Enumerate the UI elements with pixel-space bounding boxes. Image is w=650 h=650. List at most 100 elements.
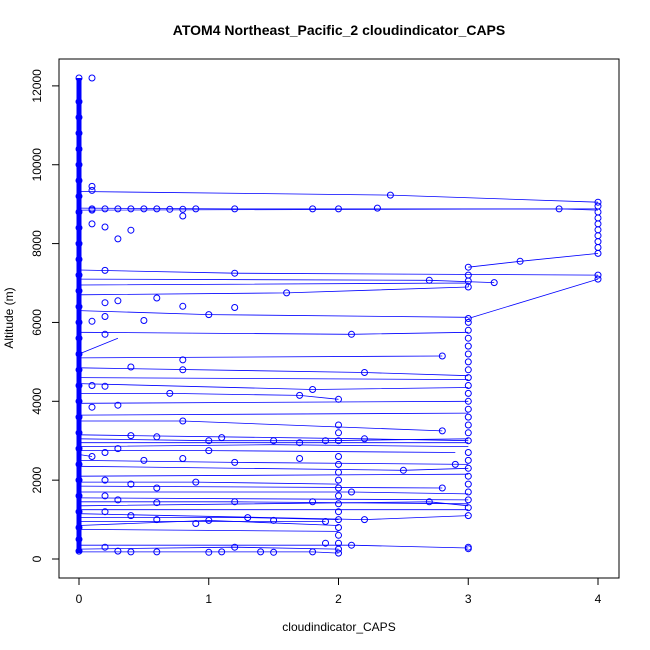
data-point (464, 504, 472, 512)
data-point (335, 492, 342, 500)
data-point (75, 240, 83, 248)
data-point (75, 429, 83, 437)
y-axis-label: Altitude (m) (2, 287, 16, 348)
data-point (464, 512, 472, 520)
trace-line (78, 191, 599, 203)
data-point (322, 539, 329, 547)
trace-line (78, 438, 469, 442)
trace-line (78, 473, 469, 477)
data-point (490, 279, 498, 287)
trace-line (79, 491, 469, 495)
trace-line (78, 377, 469, 381)
data-point (166, 205, 174, 213)
data-point (218, 548, 226, 556)
data-point (464, 334, 472, 342)
y-tick-label: 2000 (30, 466, 44, 493)
x-axis: 0 1 2 3 4 (76, 577, 602, 606)
data-point (335, 516, 342, 524)
data-point (244, 514, 252, 522)
data-point (335, 476, 342, 484)
data-point (192, 205, 200, 213)
data-point (438, 484, 446, 492)
data-point (594, 220, 602, 228)
data-point (127, 205, 135, 213)
data-point (335, 524, 342, 531)
data-point (75, 98, 83, 106)
trace-line (79, 544, 469, 549)
data-point (335, 395, 342, 403)
data-point (594, 198, 602, 206)
data-point (464, 326, 472, 334)
data-point (464, 464, 472, 472)
data-point (205, 516, 213, 524)
data-point (335, 460, 342, 468)
data-point (75, 492, 83, 500)
data-point (127, 512, 135, 520)
data-point (75, 460, 83, 468)
data-point (231, 458, 239, 466)
data-point (88, 182, 96, 190)
data-point (322, 437, 329, 445)
data-point (464, 472, 472, 480)
data-point (348, 330, 355, 338)
data-point (179, 417, 187, 425)
data-point (153, 516, 161, 524)
trace-line (78, 269, 599, 276)
data-point (101, 205, 109, 213)
trace-line (78, 331, 469, 335)
data-point (75, 129, 83, 137)
trace-line (468, 278, 599, 319)
data-point (231, 498, 239, 506)
data-point (75, 271, 83, 279)
data-point (88, 382, 96, 389)
data-point (192, 478, 200, 486)
data-point (464, 480, 472, 488)
data-point (257, 548, 265, 556)
trace-line (78, 310, 469, 318)
data-point (88, 186, 96, 194)
plot-frame (58, 58, 620, 579)
data-point (335, 205, 342, 213)
data-point (153, 294, 161, 302)
data-point (309, 205, 317, 213)
trace-line (78, 383, 469, 390)
data-point (205, 447, 213, 455)
data-point (75, 535, 83, 543)
chart-title: ATOM4 Northeast_Pacific_2 cloudindicator… (173, 22, 505, 38)
trace-line (78, 465, 469, 471)
data-point (153, 484, 161, 492)
data-point (101, 476, 109, 484)
data-point (75, 476, 83, 484)
trace-line (78, 444, 469, 447)
data-point (348, 541, 355, 549)
data-point (101, 299, 109, 307)
data-point (205, 548, 213, 556)
data-point (75, 350, 83, 358)
data-point (464, 271, 472, 279)
data-point (218, 434, 226, 442)
trace-line (78, 519, 339, 526)
data-point (75, 255, 83, 263)
data-point (335, 421, 342, 429)
data-point (75, 524, 83, 531)
data-point (88, 74, 96, 82)
data-point (153, 548, 161, 556)
data-point (75, 445, 83, 453)
trace-line (78, 485, 443, 489)
data-point (205, 311, 213, 319)
trace-line (78, 286, 469, 296)
data-point (140, 205, 148, 213)
data-point (464, 437, 472, 445)
trace-line (78, 513, 469, 521)
data-point (75, 334, 83, 342)
data-point (464, 496, 472, 504)
data-point (386, 191, 394, 199)
data-point (88, 403, 96, 411)
trace-line (78, 460, 469, 465)
data-point (335, 453, 342, 460)
data-point (75, 318, 83, 326)
y-tick-label: 4000 (30, 388, 44, 415)
data-point (75, 287, 83, 295)
data-point (75, 303, 83, 311)
